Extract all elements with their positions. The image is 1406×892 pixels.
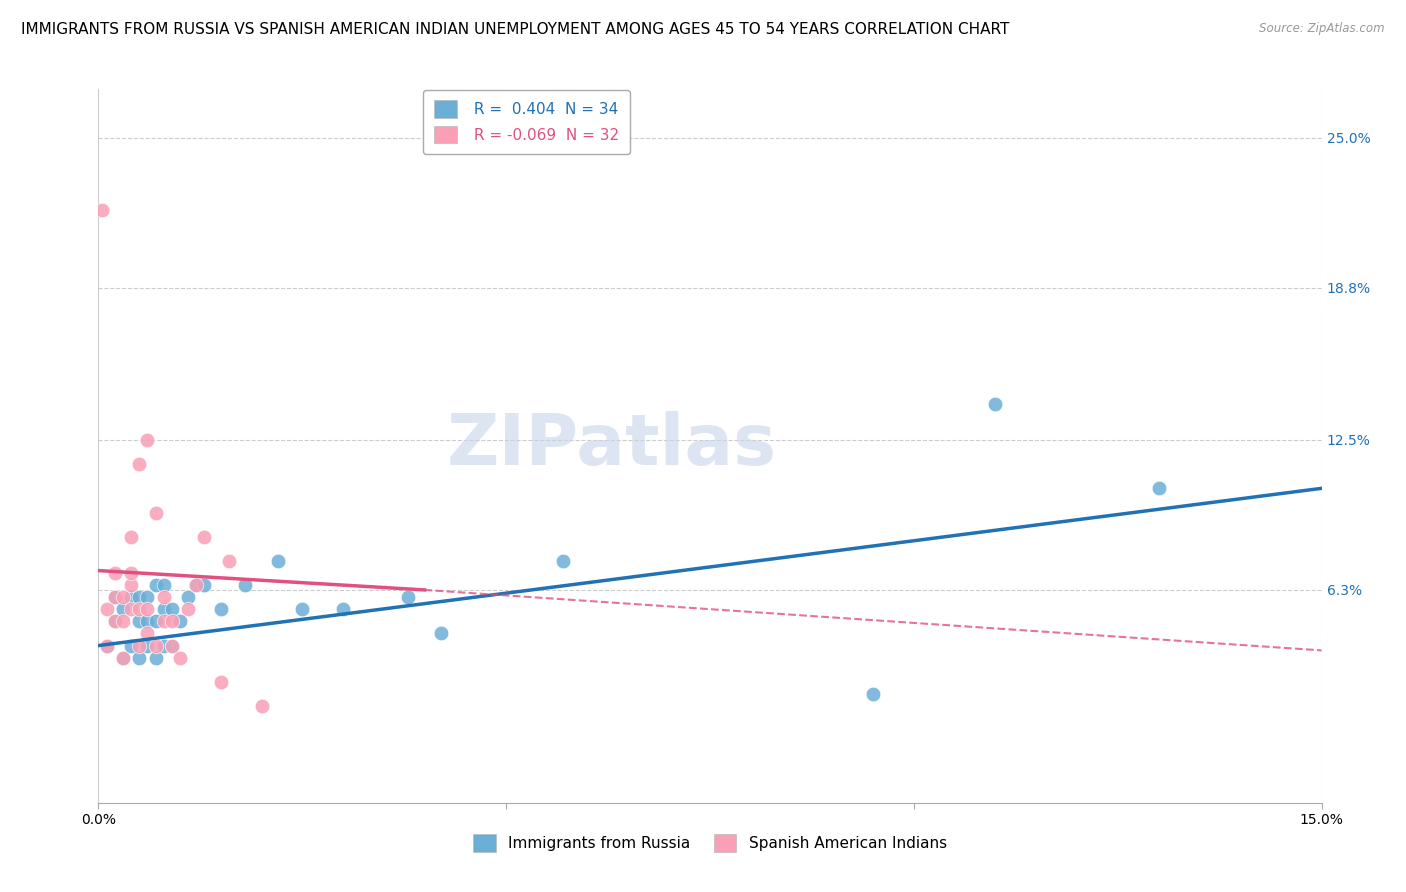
- Point: [128, 457, 150, 471]
- Point: [120, 590, 142, 604]
- Point: [128, 615, 150, 629]
- Point: [160, 615, 183, 629]
- Point: [209, 674, 232, 689]
- Point: [160, 639, 183, 653]
- Point: [145, 578, 167, 592]
- Point: [120, 602, 142, 616]
- Point: [145, 506, 167, 520]
- Point: [152, 615, 174, 629]
- Point: [152, 578, 174, 592]
- Point: [120, 578, 142, 592]
- Point: [128, 639, 150, 653]
- Point: [111, 650, 134, 665]
- Point: [128, 602, 150, 616]
- Point: [145, 639, 167, 653]
- Text: IMMIGRANTS FROM RUSSIA VS SPANISH AMERICAN INDIAN UNEMPLOYMENT AMONG AGES 45 TO : IMMIGRANTS FROM RUSSIA VS SPANISH AMERIC…: [21, 22, 1010, 37]
- Point: [152, 639, 174, 653]
- Point: [193, 578, 215, 592]
- Point: [136, 433, 159, 447]
- Point: [104, 615, 127, 629]
- Point: [111, 650, 134, 665]
- Point: [152, 590, 174, 604]
- Point: [136, 626, 159, 640]
- Legend: Immigrants from Russia, Spanish American Indians: Immigrants from Russia, Spanish American…: [465, 827, 955, 859]
- Point: [169, 615, 191, 629]
- Point: [396, 590, 419, 604]
- Point: [291, 602, 314, 616]
- Point: [160, 602, 183, 616]
- Text: Source: ZipAtlas.com: Source: ZipAtlas.com: [1260, 22, 1385, 36]
- Point: [984, 397, 1007, 411]
- Point: [177, 590, 200, 604]
- Point: [145, 650, 167, 665]
- Point: [136, 639, 159, 653]
- Point: [136, 602, 159, 616]
- Point: [332, 602, 354, 616]
- Point: [120, 530, 142, 544]
- Point: [267, 554, 290, 568]
- Point: [169, 650, 191, 665]
- Point: [186, 578, 208, 592]
- Point: [111, 602, 134, 616]
- Point: [91, 203, 114, 218]
- Point: [104, 615, 127, 629]
- Point: [120, 639, 142, 653]
- Point: [430, 626, 453, 640]
- Point: [160, 639, 183, 653]
- Point: [128, 590, 150, 604]
- Point: [862, 687, 884, 701]
- Point: [136, 590, 159, 604]
- Point: [209, 602, 232, 616]
- Point: [193, 530, 215, 544]
- Point: [128, 650, 150, 665]
- Point: [104, 590, 127, 604]
- Point: [177, 602, 200, 616]
- Point: [96, 602, 118, 616]
- Point: [233, 578, 256, 592]
- Point: [186, 578, 208, 592]
- Point: [152, 602, 174, 616]
- Point: [111, 615, 134, 629]
- Point: [111, 590, 134, 604]
- Point: [1147, 481, 1170, 495]
- Point: [553, 554, 575, 568]
- Point: [218, 554, 240, 568]
- Point: [120, 566, 142, 580]
- Point: [145, 615, 167, 629]
- Point: [136, 615, 159, 629]
- Point: [250, 699, 273, 714]
- Point: [96, 639, 118, 653]
- Point: [104, 590, 127, 604]
- Text: ZIPatlas: ZIPatlas: [447, 411, 778, 481]
- Point: [96, 639, 118, 653]
- Point: [104, 566, 127, 580]
